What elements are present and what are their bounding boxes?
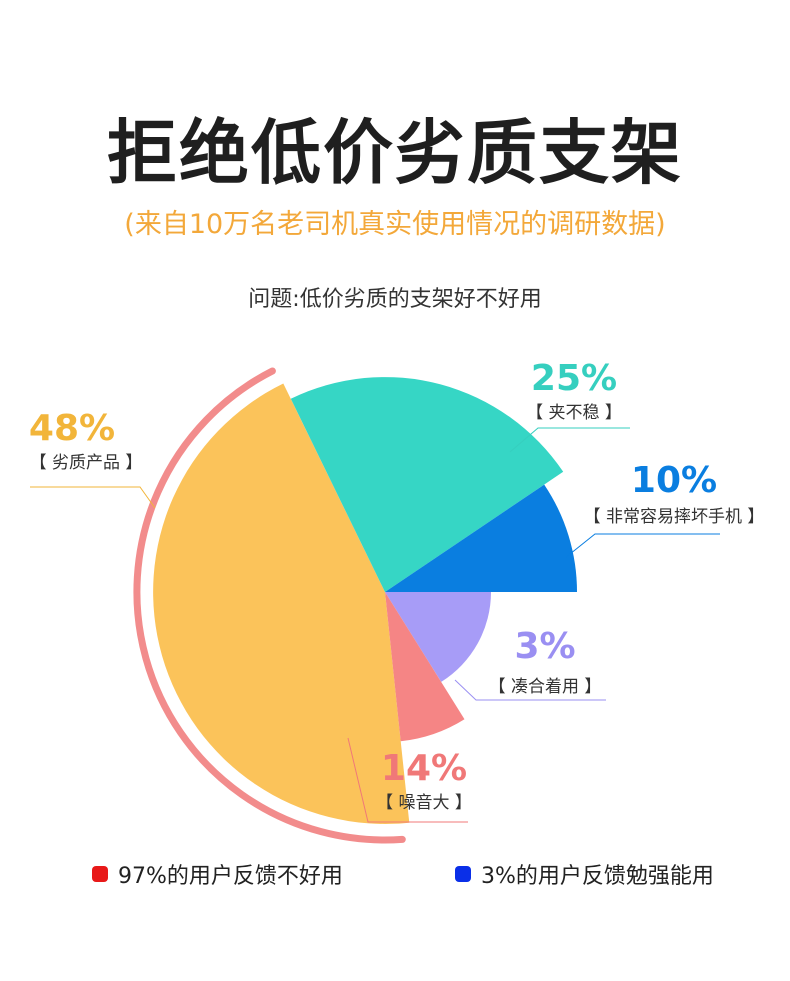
legend-swatch-red bbox=[92, 866, 108, 882]
percent-label-barely-usable: 3% bbox=[514, 626, 575, 667]
percent-label-inferior-product: 48% bbox=[29, 408, 115, 449]
percent-label-noisy: 14% bbox=[381, 748, 467, 789]
slice-noisy bbox=[385, 592, 465, 742]
legend-label: 97%的用户反馈不好用 bbox=[118, 864, 343, 889]
highlight-ring bbox=[133, 367, 406, 844]
slice-inferior-product bbox=[153, 383, 410, 824]
page-title: 拒绝低价劣质支架 bbox=[107, 112, 683, 194]
slice-loose-grip bbox=[290, 377, 564, 592]
chart-question: 问题:低价劣质的支架好不好用 bbox=[248, 287, 542, 312]
category-label-loose-grip: 【 夹不稳 】 bbox=[526, 403, 622, 423]
slice-drops-phone bbox=[385, 484, 578, 592]
leader-line-loose-grip bbox=[509, 427, 630, 453]
slice-barely-usable bbox=[385, 592, 491, 682]
category-label-noisy: 【 噪音大 】 bbox=[376, 793, 472, 813]
legend-swatch-blue bbox=[455, 866, 471, 882]
percent-label-loose-grip: 25% bbox=[531, 358, 617, 399]
leader-line-drops-phone bbox=[564, 533, 720, 559]
percent-label-drops-phone: 10% bbox=[631, 460, 717, 501]
page-subtitle: (来自10万名老司机真实使用情况的调研数据) bbox=[124, 209, 666, 240]
legend-item-barely-usable: 3%的用户反馈勉强能用 bbox=[455, 858, 714, 890]
legend-item-not-good: 97%的用户反馈不好用 bbox=[92, 858, 343, 890]
leader-line-barely-usable bbox=[454, 679, 606, 701]
leader-line-inferior-product bbox=[30, 486, 156, 509]
legend-label: 3%的用户反馈勉强能用 bbox=[481, 864, 714, 889]
leader-line-noisy bbox=[347, 737, 468, 823]
category-label-inferior-product: 【 劣质产品 】 bbox=[30, 453, 143, 473]
category-label-barely-usable: 【 凑合着用 】 bbox=[489, 677, 602, 697]
category-label-drops-phone: 【 非常容易摔坏手机 】 bbox=[584, 507, 765, 527]
